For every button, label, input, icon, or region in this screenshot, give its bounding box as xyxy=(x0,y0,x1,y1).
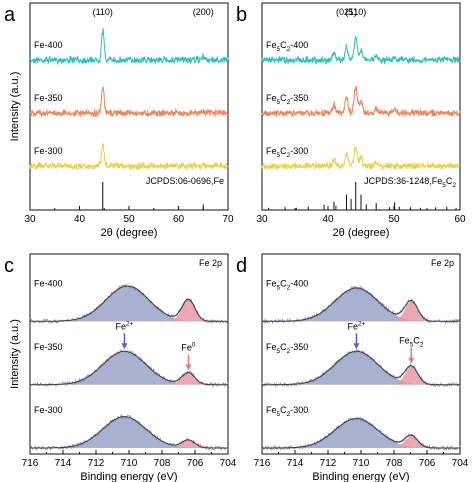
component-fill xyxy=(262,436,460,448)
annotation-label: Fe2+ xyxy=(115,320,133,331)
y-axis-label: Intensity (a.u.) xyxy=(9,319,21,389)
component-fill xyxy=(30,372,228,385)
panel-letter: b xyxy=(236,4,247,26)
annotation-label: Fe2+ xyxy=(347,320,365,331)
series-label: Fe-300 xyxy=(34,405,63,415)
chart-panel-b: b 30 40 50 60 2θ (degree) Fe5C2-400 Fe5C2-350 Fe… xyxy=(236,2,466,239)
series-label: Fe-350 xyxy=(34,342,63,352)
panel-letter: a xyxy=(4,4,16,26)
x-tick-label: 708 xyxy=(386,458,403,469)
x-tick-label: 50 xyxy=(123,214,135,225)
x-tick-label: 714 xyxy=(55,458,72,469)
series-label: Fe5C2-300 xyxy=(266,146,308,159)
series-line xyxy=(261,146,461,171)
x-tick-label: 60 xyxy=(173,214,185,225)
x-tick-label: 30 xyxy=(256,214,268,225)
x-tick-label: 714 xyxy=(287,458,304,469)
component-fill xyxy=(262,301,460,322)
series-label: Fe5C2-300 xyxy=(266,405,308,418)
raw-data-line xyxy=(261,416,461,452)
chart-panel-a: a 30 40 50 60 70 2θ (degree) Intensity (a.u.) Fe… xyxy=(4,2,234,239)
component-fill xyxy=(30,416,228,448)
panel-letter: d xyxy=(236,255,247,277)
reference-label: JCPDS:06-0696,Fe xyxy=(146,176,224,186)
annotation-arrow-head xyxy=(408,357,415,364)
x-tick-label: 704 xyxy=(220,458,237,469)
annotation-label: Fe5C2 xyxy=(399,336,424,349)
annotation-arrow-head xyxy=(185,364,192,371)
series-line xyxy=(29,86,229,118)
series-label: Fe-350 xyxy=(34,93,63,103)
x-tick-label: 716 xyxy=(254,458,271,469)
x-tick-label: 40 xyxy=(322,214,334,225)
series-label: Fe-400 xyxy=(34,279,63,289)
peak-label: (200) xyxy=(193,7,214,17)
corner-label: Fe 2p xyxy=(431,258,454,268)
component-fill xyxy=(262,418,460,448)
component-fill xyxy=(30,286,228,322)
x-tick-label: 50 xyxy=(388,214,400,225)
chart-panel-c: c 716 714 712 710 708 706 704 Binding energy (eV… xyxy=(4,253,237,482)
peak-label: (021) xyxy=(336,7,357,17)
x-tick-label: 708 xyxy=(154,458,171,469)
x-tick-label: 30 xyxy=(24,214,36,225)
component-fill xyxy=(262,351,460,385)
x-tick-label: 712 xyxy=(88,458,105,469)
corner-label: Fe 2p xyxy=(199,258,222,268)
series-label: Fe5C2-350 xyxy=(266,93,308,106)
x-tick-label: 706 xyxy=(419,458,436,469)
fit-envelope-line xyxy=(262,287,460,322)
x-tick-label: 706 xyxy=(187,458,204,469)
series-line xyxy=(29,28,229,66)
fit-envelope-line xyxy=(30,350,228,386)
x-tick-label: 710 xyxy=(353,458,370,469)
x-tick-label: 60 xyxy=(454,214,466,225)
fit-envelope-line xyxy=(30,416,228,449)
x-tick-label: 40 xyxy=(74,214,86,225)
series-line xyxy=(29,143,229,171)
series-label: Fe-300 xyxy=(34,146,63,156)
y-axis-label: Intensity (a.u.) xyxy=(9,72,21,142)
component-fill xyxy=(30,351,228,385)
annotation-arrow-head xyxy=(121,343,128,350)
annotation-label: Fe0 xyxy=(181,341,196,352)
series-label: Fe-400 xyxy=(34,40,63,50)
fit-envelope-line xyxy=(30,285,228,322)
fit-envelope-line xyxy=(262,350,460,386)
x-axis-label: 2θ (degree) xyxy=(101,227,158,239)
component-fill xyxy=(262,288,460,322)
x-tick-label: 704 xyxy=(452,458,469,469)
x-axis-label: Binding energy (eV) xyxy=(80,471,177,482)
panel-letter: c xyxy=(4,255,14,277)
series-label: Fe5C2-350 xyxy=(266,342,308,355)
series-line xyxy=(261,35,461,65)
x-tick-label: 70 xyxy=(222,214,234,225)
chart-panel-d: d 716 714 712 710 708 706 704 Binding energy (eV… xyxy=(236,253,469,482)
series-line xyxy=(261,85,461,118)
x-tick-label: 710 xyxy=(121,458,138,469)
annotation-arrow-head xyxy=(353,343,360,350)
x-tick-label: 716 xyxy=(22,458,39,469)
peak-label: (510) xyxy=(345,7,366,17)
x-axis-label: 2θ (degree) xyxy=(333,227,390,239)
fit-envelope-line xyxy=(262,418,460,449)
reference-label: JCPDS:36-1248,Fe5C2 xyxy=(364,176,456,189)
component-fill xyxy=(262,367,460,385)
x-tick-label: 712 xyxy=(320,458,337,469)
series-label: Fe5C2-400 xyxy=(266,40,308,53)
x-axis-label: Binding energy (eV) xyxy=(312,471,409,482)
peak-label: (110) xyxy=(93,7,113,17)
series-label: Fe5C2-400 xyxy=(266,279,308,292)
component-fill xyxy=(30,299,228,322)
